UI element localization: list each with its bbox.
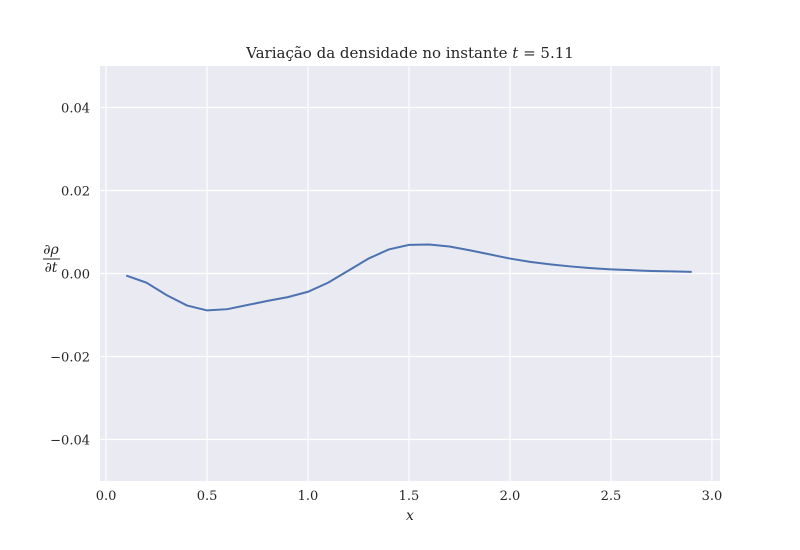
grid-lines (100, 66, 720, 481)
y-tick-label: −0.02 (50, 351, 90, 366)
chart-title-variable: t (512, 44, 519, 62)
x-tick-label: 1.0 (298, 489, 319, 504)
y-axis-label-numerator: ∂ρ (43, 242, 59, 258)
x-tick-label: 0.5 (197, 489, 218, 504)
y-tick-label: −0.04 (50, 434, 90, 449)
series-line (125, 243, 692, 312)
x-axis-label: x (406, 508, 414, 524)
chart-title-value: = 5.11 (518, 44, 574, 62)
x-tick-label: 1.5 (399, 489, 420, 504)
y-axis-label: ∂ρ ∂t (43, 242, 60, 276)
y-tick-labels: 0.04 0.02 0.00 −0.02 −0.04 (50, 102, 90, 449)
y-tick-label: 0.00 (61, 268, 90, 283)
x-tick-labels: 0.0 0.5 1.0 1.5 2.0 2.5 3.0 (96, 489, 723, 504)
y-axis-label-denominator: ∂t (45, 260, 58, 276)
chart-title-prefix: Variação da densidade no instante (245, 44, 512, 62)
x-tick-label: 2.0 (500, 489, 521, 504)
chart-title: Variação da densidade no instante t = 5.… (245, 44, 574, 62)
x-tick-label: 2.5 (601, 489, 622, 504)
y-tick-label: 0.04 (61, 102, 90, 117)
x-tick-label: 3.0 (702, 489, 723, 504)
y-tick-label: 0.02 (61, 185, 90, 200)
x-tick-label: 0.0 (96, 489, 117, 504)
